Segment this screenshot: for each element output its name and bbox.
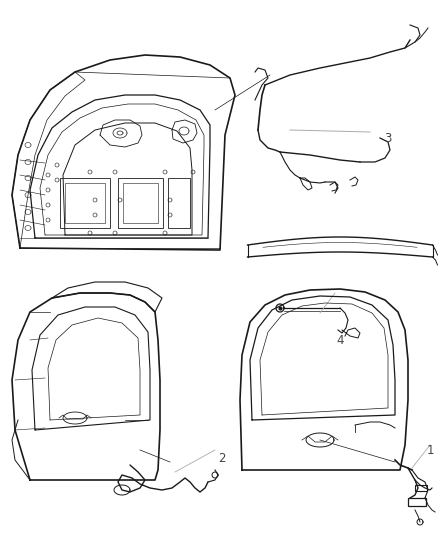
Text: 3: 3 — [384, 132, 392, 144]
Bar — [123, 183, 158, 223]
Bar — [415, 485, 427, 491]
Bar — [60, 178, 110, 228]
Bar — [168, 178, 190, 228]
Bar — [65, 183, 105, 223]
Text: 4: 4 — [336, 334, 344, 346]
Text: 2: 2 — [218, 451, 226, 464]
Bar — [118, 178, 163, 228]
Bar — [408, 498, 426, 506]
Text: 1: 1 — [426, 443, 434, 456]
